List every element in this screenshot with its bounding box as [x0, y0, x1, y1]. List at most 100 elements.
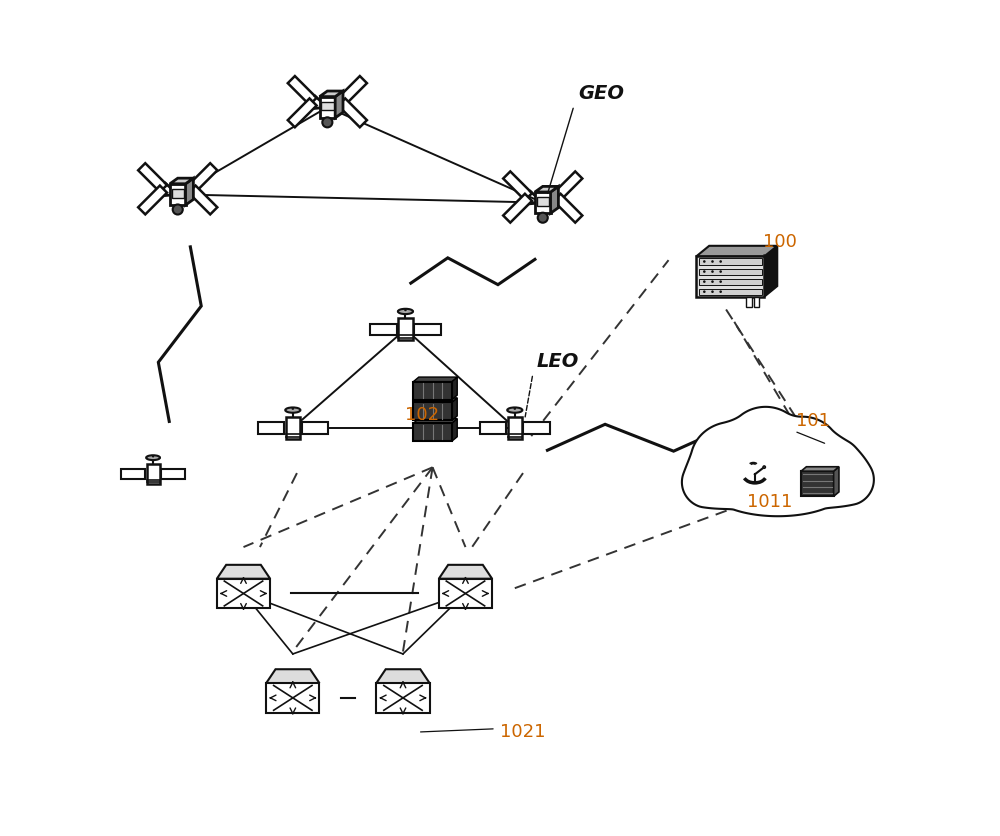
Circle shape — [322, 117, 332, 127]
Circle shape — [173, 205, 183, 215]
FancyBboxPatch shape — [414, 324, 441, 335]
FancyBboxPatch shape — [746, 297, 752, 308]
Text: 1021: 1021 — [500, 723, 546, 741]
Ellipse shape — [706, 455, 850, 517]
Polygon shape — [138, 163, 167, 192]
Circle shape — [711, 280, 714, 283]
Polygon shape — [288, 76, 317, 104]
Ellipse shape — [816, 451, 875, 507]
Polygon shape — [217, 565, 270, 579]
Circle shape — [404, 308, 407, 311]
FancyBboxPatch shape — [147, 464, 160, 484]
FancyBboxPatch shape — [258, 422, 284, 434]
Text: 1011: 1011 — [747, 492, 792, 511]
Circle shape — [513, 407, 516, 410]
FancyBboxPatch shape — [376, 683, 430, 712]
FancyBboxPatch shape — [801, 472, 834, 497]
Polygon shape — [266, 670, 319, 683]
Ellipse shape — [690, 421, 775, 500]
Polygon shape — [413, 419, 457, 423]
Ellipse shape — [765, 416, 840, 486]
Polygon shape — [288, 99, 317, 127]
Circle shape — [703, 270, 706, 273]
FancyBboxPatch shape — [439, 579, 492, 609]
Circle shape — [711, 290, 714, 293]
FancyBboxPatch shape — [480, 422, 506, 434]
Polygon shape — [696, 246, 777, 257]
Circle shape — [719, 290, 722, 293]
Polygon shape — [682, 407, 874, 516]
Polygon shape — [186, 178, 193, 205]
FancyBboxPatch shape — [699, 258, 762, 264]
Polygon shape — [452, 398, 457, 421]
Polygon shape — [535, 186, 558, 192]
Polygon shape — [320, 91, 343, 97]
Circle shape — [292, 407, 294, 410]
FancyBboxPatch shape — [370, 324, 397, 335]
Ellipse shape — [798, 436, 864, 498]
Polygon shape — [452, 377, 457, 400]
FancyBboxPatch shape — [398, 319, 413, 340]
FancyBboxPatch shape — [699, 268, 762, 274]
Text: 102: 102 — [405, 405, 440, 424]
Polygon shape — [338, 99, 367, 127]
Text: 100: 100 — [763, 233, 797, 251]
Circle shape — [538, 212, 548, 222]
Circle shape — [711, 270, 714, 273]
Ellipse shape — [507, 407, 522, 413]
Polygon shape — [335, 91, 343, 118]
Polygon shape — [553, 171, 582, 201]
Ellipse shape — [726, 406, 805, 482]
Polygon shape — [452, 419, 457, 441]
Circle shape — [719, 280, 722, 283]
Circle shape — [763, 466, 765, 468]
Circle shape — [152, 455, 154, 457]
Polygon shape — [537, 197, 549, 206]
FancyBboxPatch shape — [413, 381, 452, 400]
Circle shape — [719, 260, 722, 263]
Polygon shape — [439, 565, 492, 579]
Text: LEO: LEO — [537, 352, 579, 371]
Ellipse shape — [398, 308, 413, 314]
Circle shape — [703, 260, 706, 263]
Circle shape — [711, 260, 714, 263]
Polygon shape — [320, 97, 335, 118]
Polygon shape — [535, 192, 551, 213]
FancyBboxPatch shape — [508, 417, 522, 439]
Polygon shape — [764, 246, 777, 297]
FancyBboxPatch shape — [266, 683, 319, 712]
FancyBboxPatch shape — [286, 417, 300, 439]
Circle shape — [703, 290, 706, 293]
Polygon shape — [413, 398, 457, 402]
FancyBboxPatch shape — [161, 469, 185, 479]
Polygon shape — [376, 670, 430, 683]
Ellipse shape — [681, 454, 740, 510]
FancyBboxPatch shape — [696, 257, 764, 297]
Polygon shape — [170, 184, 186, 205]
Ellipse shape — [285, 407, 300, 413]
Polygon shape — [503, 194, 532, 222]
Polygon shape — [172, 189, 184, 197]
Polygon shape — [801, 466, 839, 472]
FancyBboxPatch shape — [121, 469, 145, 479]
Circle shape — [703, 280, 706, 283]
Circle shape — [719, 270, 722, 273]
Polygon shape — [834, 466, 839, 497]
FancyBboxPatch shape — [523, 422, 550, 434]
Polygon shape — [338, 76, 367, 104]
Ellipse shape — [146, 456, 160, 460]
Polygon shape — [503, 171, 532, 201]
Polygon shape — [170, 178, 193, 184]
Polygon shape — [321, 102, 334, 110]
FancyBboxPatch shape — [699, 278, 762, 284]
Polygon shape — [188, 186, 217, 214]
Text: 101: 101 — [796, 412, 830, 431]
FancyBboxPatch shape — [217, 579, 270, 609]
Polygon shape — [188, 163, 217, 192]
FancyBboxPatch shape — [302, 422, 328, 434]
Text: GEO: GEO — [578, 84, 624, 103]
Polygon shape — [138, 186, 167, 214]
Polygon shape — [413, 377, 457, 381]
Polygon shape — [551, 186, 558, 213]
FancyBboxPatch shape — [754, 297, 759, 308]
